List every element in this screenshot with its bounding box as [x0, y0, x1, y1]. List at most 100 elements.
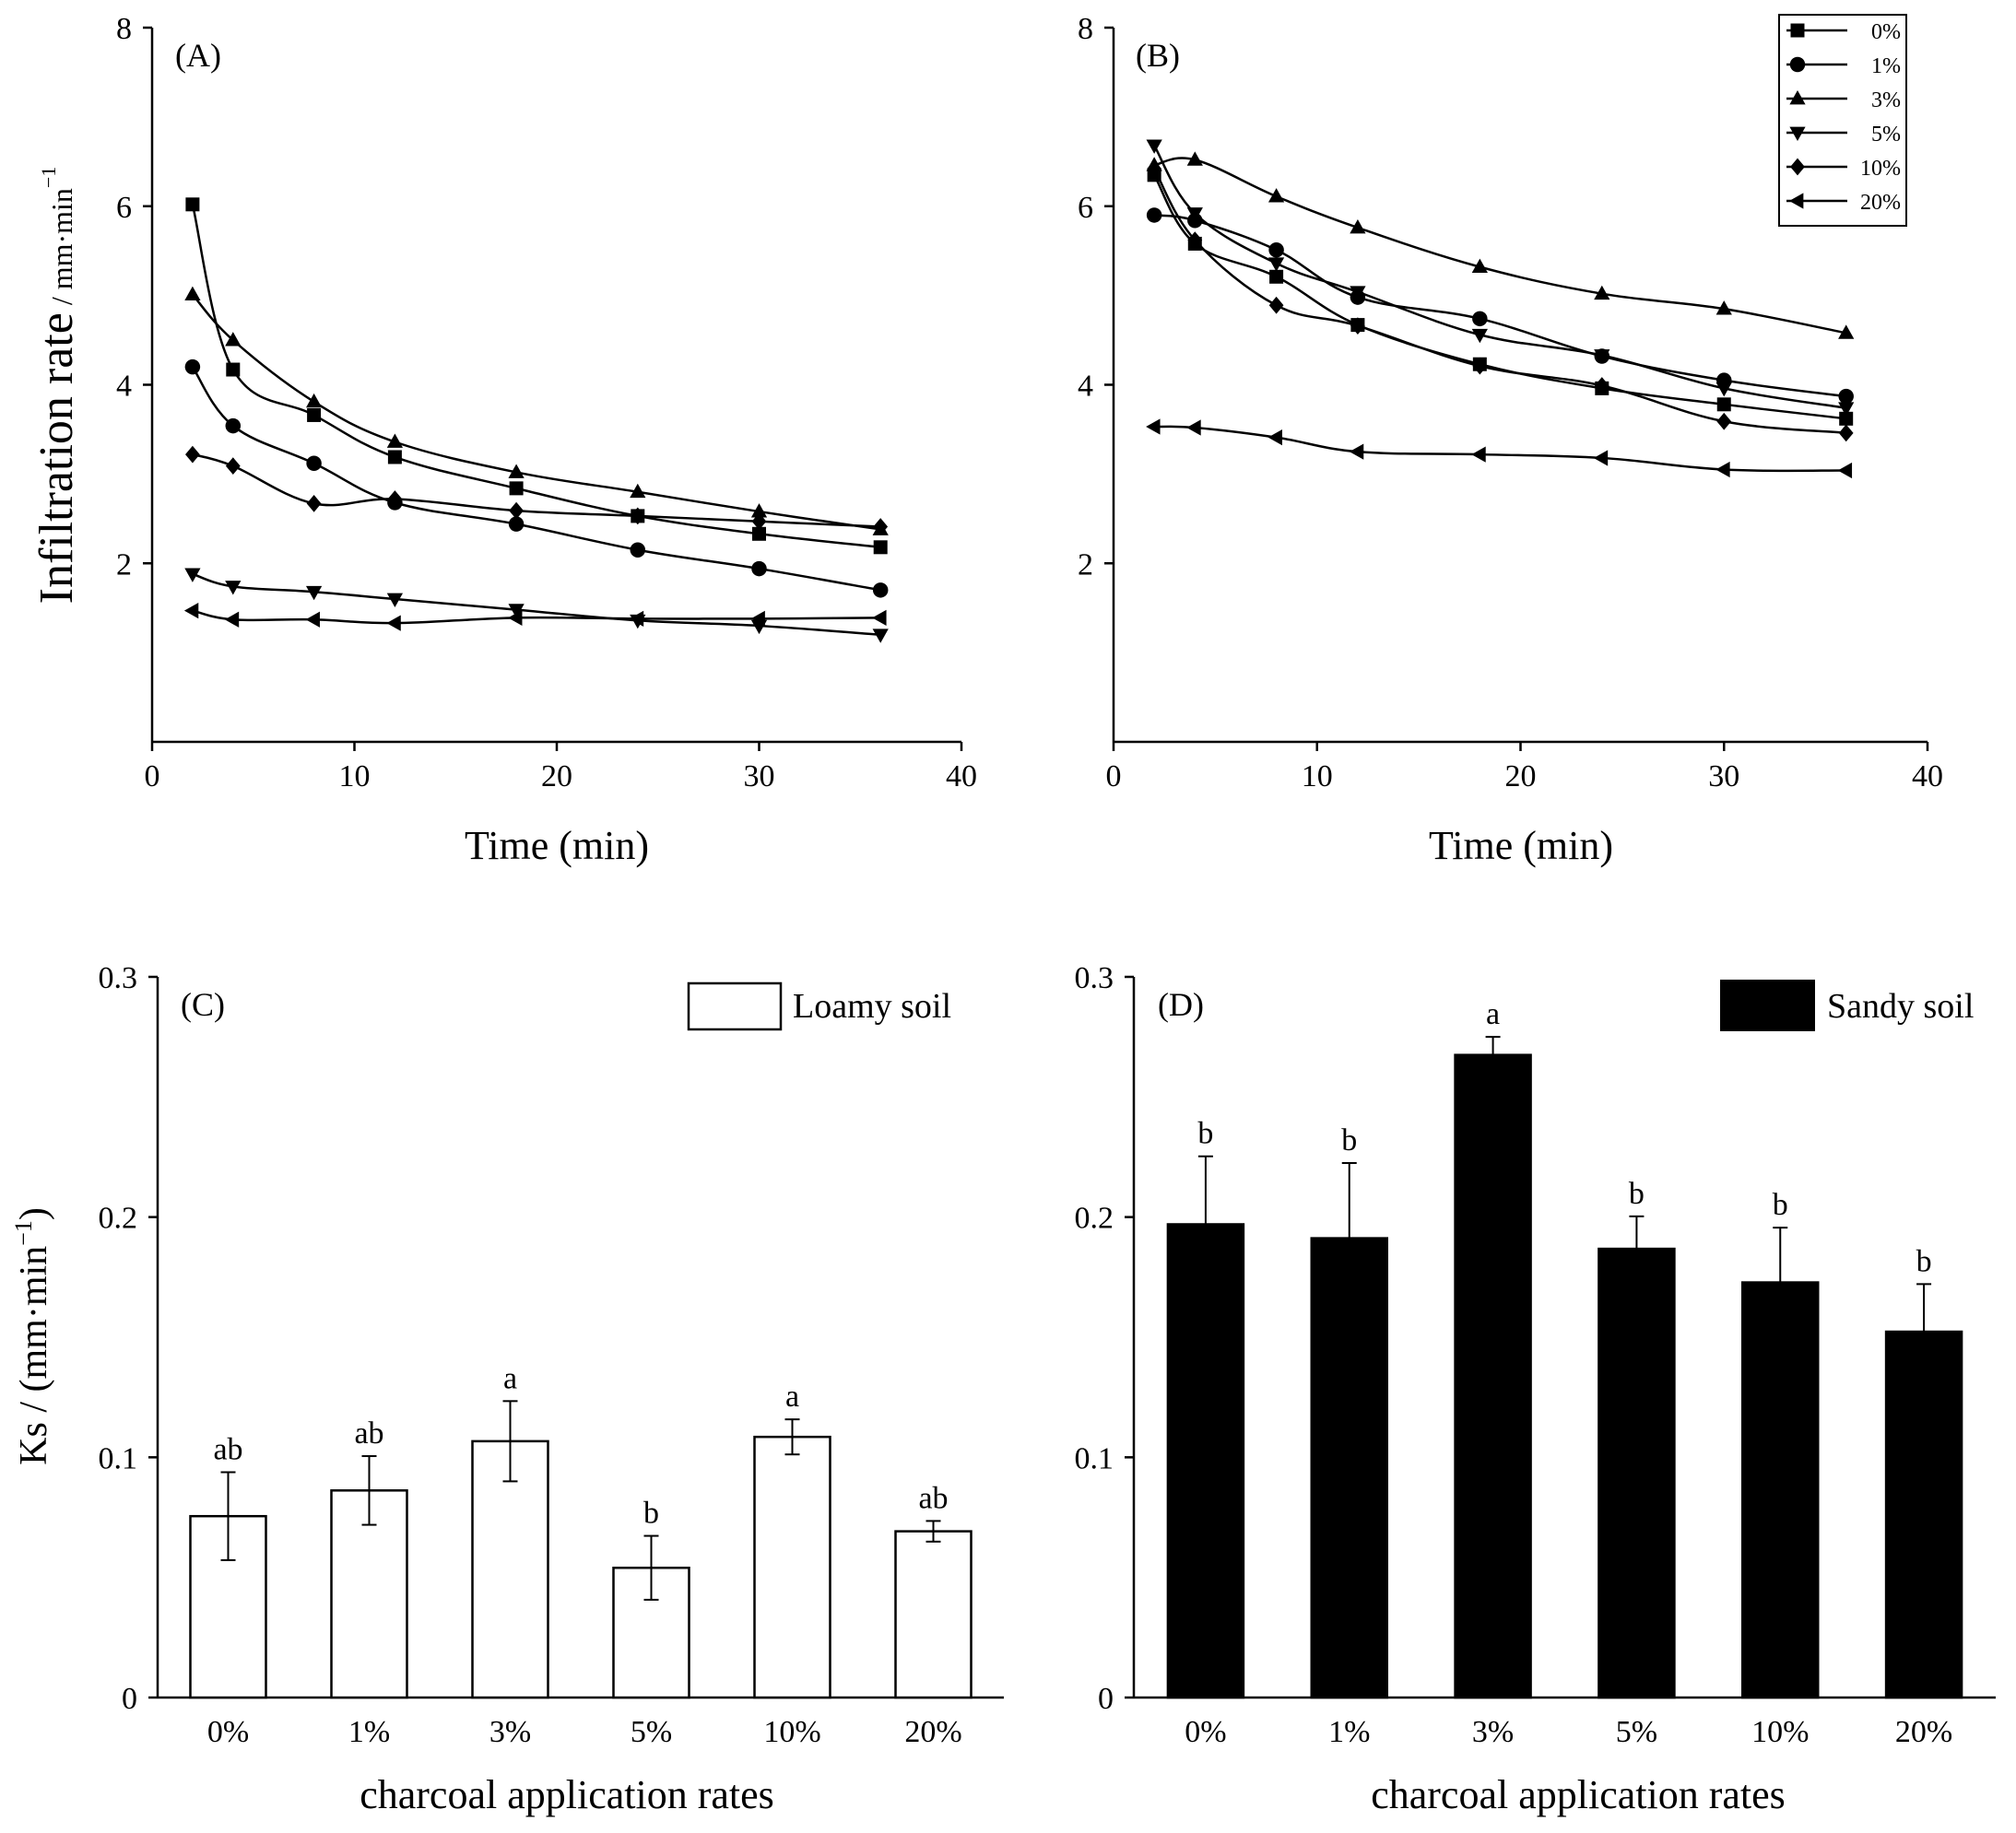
panel-b-ytick-label: 8: [1078, 12, 1093, 46]
panel-b-data-point: [1350, 286, 1366, 300]
panel-b-data-point: [1594, 349, 1610, 364]
panel-d-ytick-label: 0: [1098, 1682, 1114, 1716]
panel-b: 0 10 20 30 40 2 4 6 8 (B) Time (min) 0% 1% 3% 5% 10%…: [1078, 12, 1943, 868]
panel-b-xtick-label: 0: [1106, 759, 1122, 793]
panel-c-significance-label: a: [503, 1361, 517, 1395]
panel-d-bar: [1741, 1281, 1820, 1699]
panel-b-xtick-label: 40: [1912, 759, 1943, 793]
panel-b-legend-marker: [1790, 23, 1805, 38]
panel-c-bar: [189, 1514, 267, 1699]
panel-b-data-point: [1715, 382, 1732, 397]
panel-c-axes: [156, 977, 1004, 1699]
panel-b-data-point: [1838, 324, 1855, 339]
panel-a-data-point: [508, 609, 523, 626]
panel-c-category-label: 10%: [763, 1715, 820, 1749]
panel-d-axes: [1132, 977, 1996, 1699]
panel-a-ytick-label: 4: [116, 370, 132, 404]
panel-a-ytick-label: 2: [116, 547, 132, 582]
panel-a-data-point: [873, 518, 889, 535]
panel-a-data-point: [184, 358, 201, 375]
panel-b-data-point: [1594, 377, 1609, 394]
panel-a-data-point: [305, 611, 320, 628]
panel-b-data-point: [1146, 418, 1161, 435]
panel-a-data-point: [184, 568, 201, 582]
panel-c-label: (C): [181, 986, 225, 1023]
panel-b-series: [1146, 139, 1855, 479]
panel-d-bar: [1454, 1053, 1532, 1699]
panel-b-label: (B): [1136, 37, 1180, 74]
panel-b-legend-marker: [1789, 90, 1806, 105]
panel-c-bar: [753, 1435, 831, 1699]
panel-d-significance-label: b: [1341, 1123, 1357, 1157]
panel-a-data-point: [224, 611, 240, 628]
panel-c-category-label: 20%: [904, 1715, 961, 1749]
panel-a-data-point: [752, 526, 766, 541]
panel-b-legend-marker: [1790, 158, 1805, 176]
panel-c-category-label: 1%: [348, 1715, 390, 1749]
panel-b-data-point: [1838, 424, 1854, 442]
panel-b-legend-label: 1%: [1871, 54, 1901, 78]
panel-d-category-label: 0%: [1185, 1715, 1226, 1749]
panel-b-ytick-label: 6: [1078, 191, 1093, 225]
panel-b-data-point: [1267, 188, 1285, 203]
panel-b-data-point: [1268, 296, 1284, 314]
panel-b-series-line: [1153, 157, 1846, 335]
panel-b-xtick-label: 30: [1708, 759, 1739, 793]
panel-b-legend-label: 20%: [1860, 191, 1901, 215]
panel-a-series-line: [192, 572, 881, 636]
panel-b-xlabel: Time (min): [1429, 823, 1613, 868]
panel-b-data-point: [1472, 311, 1488, 327]
panel-a-data-point: [387, 450, 402, 464]
panel-a-data-point: [509, 481, 524, 496]
panel-b-data-point: [1838, 402, 1855, 417]
panel-a-series-line: [191, 366, 881, 592]
panel-a-data-point: [630, 542, 646, 558]
panel-b-data-point: [1716, 397, 1731, 412]
panel-a-data-point: [751, 560, 767, 577]
panel-a-label: (A): [175, 37, 221, 74]
panel-a-data-point: [508, 516, 525, 532]
panel-a-data-point: [226, 362, 241, 377]
panel-b-legend-label: 5%: [1871, 123, 1901, 147]
panel-c: 0 0.1 0.2 0.3 (C) Loamy soil Ks / (mm·min−1…: [10, 961, 1004, 1817]
panel-b-data-point: [1471, 258, 1488, 273]
panel-b-series-line: [1153, 168, 1846, 435]
panel-b-legend-label: 3%: [1871, 88, 1901, 112]
panel-b-data-point: [1146, 139, 1162, 154]
panel-a-ylabel-units: / mm·min: [45, 188, 78, 312]
panel-b-data-point: [1715, 300, 1732, 315]
panel-b-data-point: [1837, 462, 1853, 479]
panel-a-xlabel: Time (min): [465, 823, 649, 868]
panel-a-data-point: [185, 197, 200, 212]
panel-c-category-label: 5%: [631, 1715, 672, 1749]
panel-d-bar: [1597, 1247, 1676, 1699]
panel-a-ylabel-main: Infiltration rate: [30, 312, 83, 604]
panel-d-xlabel: charcoal application rates: [1371, 1772, 1786, 1817]
panel-a-data-point: [630, 483, 646, 499]
panel-a-data-point: [872, 629, 889, 643]
panel-c-category-label: 3%: [489, 1715, 531, 1749]
panel-c-bar: [471, 1439, 549, 1699]
panel-a-xtick-label: 0: [145, 759, 160, 793]
panel-d-category-label: 3%: [1472, 1715, 1514, 1749]
panel-a-data-point: [225, 581, 242, 595]
panel-d-bar: [1884, 1330, 1963, 1699]
panel-d: 0 0.1 0.2 0.3 (D) Sandy soil charcoal appli…: [1075, 961, 1996, 1817]
panel-b-data-point: [1471, 446, 1486, 463]
panel-c-ticks: 0 0.1 0.2 0.3: [99, 961, 158, 1716]
panel-a-data-point: [386, 615, 401, 631]
panel-b-xtick-label: 20: [1505, 759, 1537, 793]
panel-b-legend-label: 10%: [1860, 157, 1901, 181]
panel-c-ylabel: Ks / (mm·min−1): [10, 1207, 55, 1465]
panel-b-data-point: [1350, 317, 1365, 335]
panel-c-ylabel-exp: −1: [10, 1220, 37, 1246]
panel-d-bar: [1166, 1223, 1245, 1699]
panel-b-data-point: [1349, 443, 1364, 460]
panel-c-ytick-label: 0: [122, 1682, 137, 1716]
panel-d-significance-label: b: [1629, 1177, 1645, 1211]
panel-a-data-point: [225, 457, 241, 476]
panel-c-legend: Loamy soil: [687, 981, 951, 1031]
panel-c-category-label: 0%: [207, 1715, 249, 1749]
panel-a-data-point: [307, 407, 322, 422]
